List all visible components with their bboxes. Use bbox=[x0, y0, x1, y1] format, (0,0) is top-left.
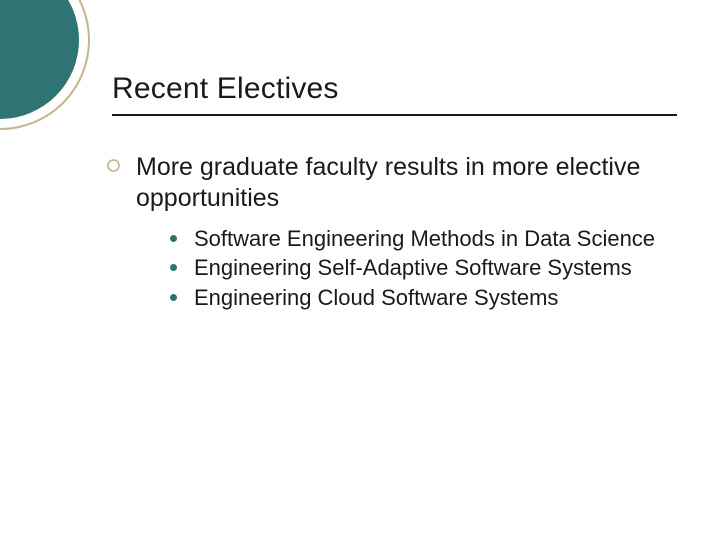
content-area: More graduate faculty results in more el… bbox=[106, 152, 680, 313]
corner-decoration bbox=[0, 0, 90, 130]
bullet-level2: Software Engineering Methods in Data Sci… bbox=[170, 225, 680, 253]
bullet-level1: More graduate faculty results in more el… bbox=[106, 152, 680, 215]
dot-bullet-icon bbox=[170, 264, 190, 271]
title-block: Recent Electives bbox=[112, 72, 680, 116]
dot-bullet-icon bbox=[170, 235, 190, 242]
title-underline bbox=[112, 114, 677, 116]
sub-point-text: Engineering Self-Adaptive Software Syste… bbox=[190, 254, 632, 282]
disc-icon bbox=[0, 0, 79, 119]
bullet-level2: Engineering Cloud Software Systems bbox=[170, 284, 680, 312]
sub-point-text: Software Engineering Methods in Data Sci… bbox=[190, 225, 655, 253]
sub-point-text: Engineering Cloud Software Systems bbox=[190, 284, 558, 312]
circle-bullet-icon bbox=[106, 158, 130, 173]
slide-title: Recent Electives bbox=[112, 72, 680, 106]
dot-bullet-icon bbox=[170, 294, 190, 301]
ring-icon bbox=[0, 0, 90, 130]
sub-bullet-list: Software Engineering Methods in Data Sci… bbox=[170, 225, 680, 312]
main-point-text: More graduate faculty results in more el… bbox=[130, 152, 680, 215]
bullet-level2: Engineering Self-Adaptive Software Syste… bbox=[170, 254, 680, 282]
